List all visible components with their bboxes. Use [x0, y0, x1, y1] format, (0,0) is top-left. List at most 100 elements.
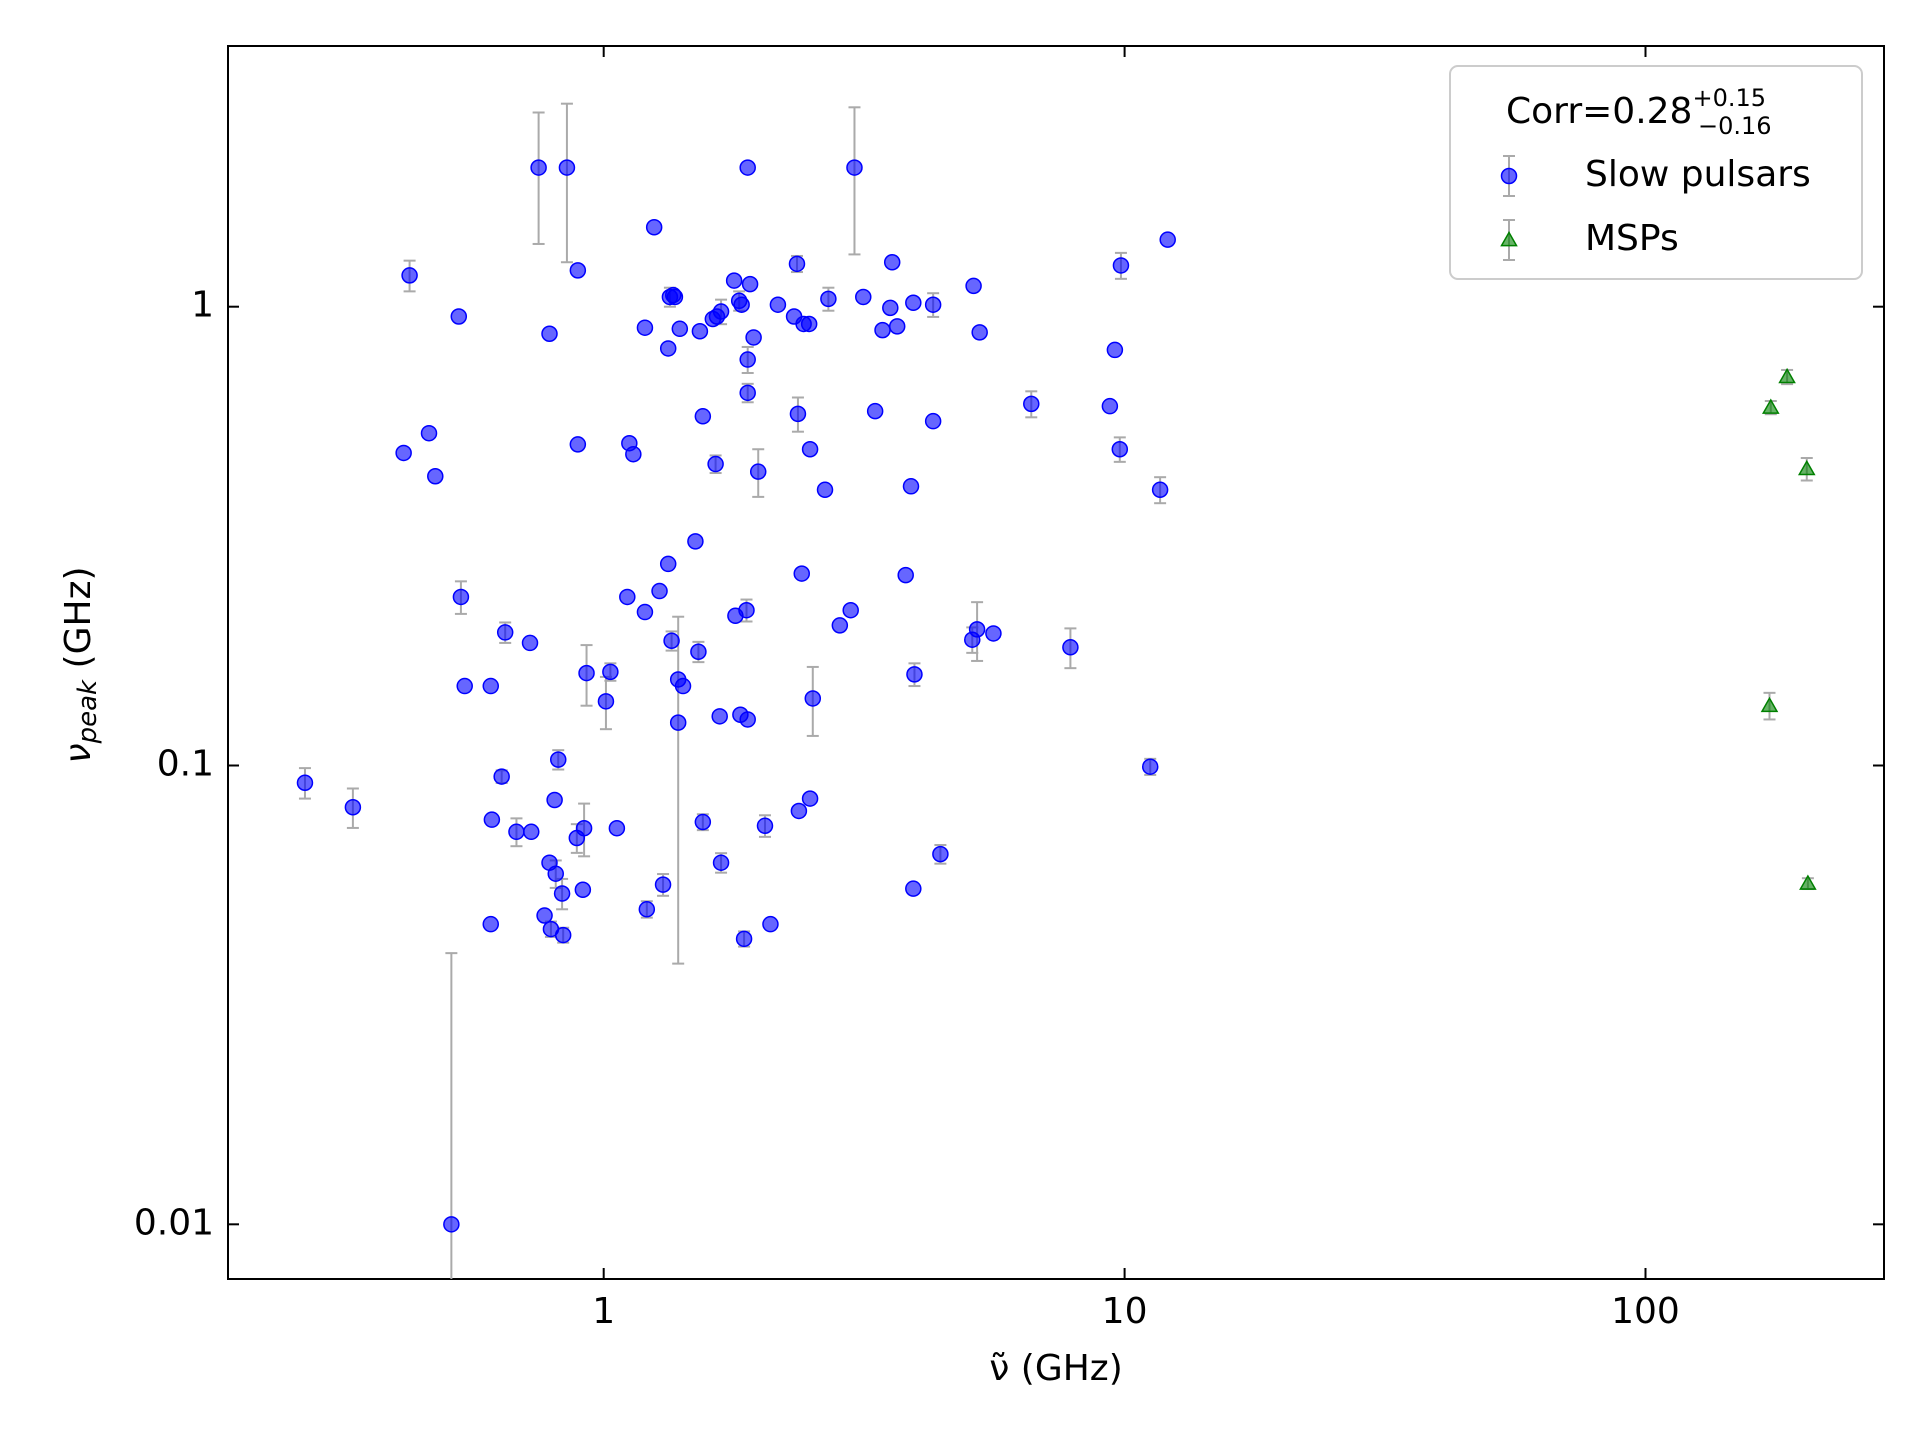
data-point	[663, 632, 680, 650]
legend-label: Slow pulsars	[1585, 154, 1811, 195]
data-point	[707, 455, 724, 473]
data-point	[971, 324, 988, 341]
data-point	[401, 267, 418, 284]
legend-label: MSPs	[1585, 218, 1679, 259]
data-point	[883, 253, 901, 271]
data-point	[443, 1216, 460, 1233]
data-point	[493, 768, 510, 785]
error-bar	[848, 106, 861, 256]
data-point	[711, 708, 728, 725]
data-point	[739, 711, 756, 728]
data-point	[712, 854, 730, 871]
data-point	[523, 823, 540, 841]
data-point	[739, 159, 756, 176]
data-point	[801, 790, 819, 807]
data-point	[541, 325, 558, 343]
data-point	[735, 930, 753, 948]
data-point	[427, 468, 444, 485]
data-point	[569, 262, 587, 279]
data-point	[874, 321, 891, 339]
data-point	[554, 926, 572, 944]
data-point	[395, 444, 412, 462]
data-point	[733, 296, 750, 313]
data-point	[1778, 367, 1796, 384]
data-point	[712, 303, 730, 320]
data-point	[738, 601, 755, 619]
data-point	[1141, 758, 1159, 775]
y-tick-label: 0.01	[134, 1202, 214, 1243]
data-point	[816, 481, 834, 499]
data-point	[674, 677, 692, 695]
data-point	[654, 876, 672, 893]
data-point	[659, 555, 677, 573]
data-point	[1760, 696, 1779, 713]
data-point	[1799, 874, 1817, 890]
data-point	[788, 255, 806, 273]
y-axis-subscript: peak	[73, 679, 103, 744]
data-point	[597, 693, 615, 710]
data-point	[888, 318, 906, 335]
data-point	[549, 751, 567, 768]
data-point	[694, 408, 712, 425]
data-point	[855, 288, 872, 306]
data-point	[739, 351, 756, 368]
data-point	[741, 275, 759, 293]
data-point	[905, 294, 922, 312]
data-point	[602, 663, 619, 681]
data-point	[804, 690, 822, 707]
data-point	[924, 296, 942, 313]
data-point	[801, 440, 819, 458]
data-point	[800, 315, 818, 333]
data-point	[968, 621, 986, 638]
legend-title: Corr=0.28+0.15 −0.16	[1506, 84, 1772, 140]
data-point	[482, 677, 500, 695]
data-point	[546, 791, 563, 809]
data-point	[547, 865, 564, 882]
data-point	[636, 603, 654, 621]
data-point	[296, 774, 314, 792]
data-point	[420, 424, 438, 442]
data-point	[690, 643, 707, 660]
data-point	[789, 405, 807, 423]
data-point	[906, 666, 923, 683]
legend-marker	[1500, 230, 1518, 247]
data-point	[553, 885, 571, 902]
data-point	[902, 478, 920, 495]
data-point	[1112, 257, 1130, 274]
data-point	[452, 588, 470, 606]
data-point	[1062, 639, 1079, 656]
legend: Corr=0.28+0.15 −0.16 Slow pulsars MSPs	[1449, 65, 1863, 280]
data-point	[882, 299, 899, 317]
data-point	[1111, 440, 1129, 458]
data-point	[846, 159, 863, 176]
data-point	[669, 714, 687, 731]
data-point	[745, 329, 762, 346]
data-point	[1106, 341, 1124, 359]
y-axis-symbol: ν	[58, 743, 99, 763]
data-point	[924, 412, 942, 430]
data-point	[793, 565, 810, 582]
data-point	[671, 320, 689, 338]
data-point	[769, 296, 787, 313]
data-point	[569, 436, 587, 453]
data-point	[450, 308, 468, 325]
x-tick-label: 10	[1102, 1291, 1148, 1332]
data-point	[625, 445, 642, 463]
data-point	[608, 819, 626, 837]
data-point	[897, 566, 914, 584]
data-point	[344, 798, 362, 816]
data-point	[508, 823, 525, 841]
data-point	[636, 319, 654, 336]
data-point	[521, 634, 539, 652]
x-axis-title: ν̃ (GHz)	[989, 1348, 1123, 1389]
y-tick-label: 0.1	[157, 744, 214, 785]
y-axis-title: νpeak (GHz)	[58, 566, 103, 763]
data-point	[619, 588, 636, 606]
data-point	[496, 624, 514, 641]
legend-title-sup: +0.15	[1692, 84, 1766, 112]
data-point	[756, 817, 774, 835]
data-point	[456, 677, 473, 695]
x-tick-label: 1	[592, 1291, 615, 1332]
data-point	[558, 159, 576, 176]
